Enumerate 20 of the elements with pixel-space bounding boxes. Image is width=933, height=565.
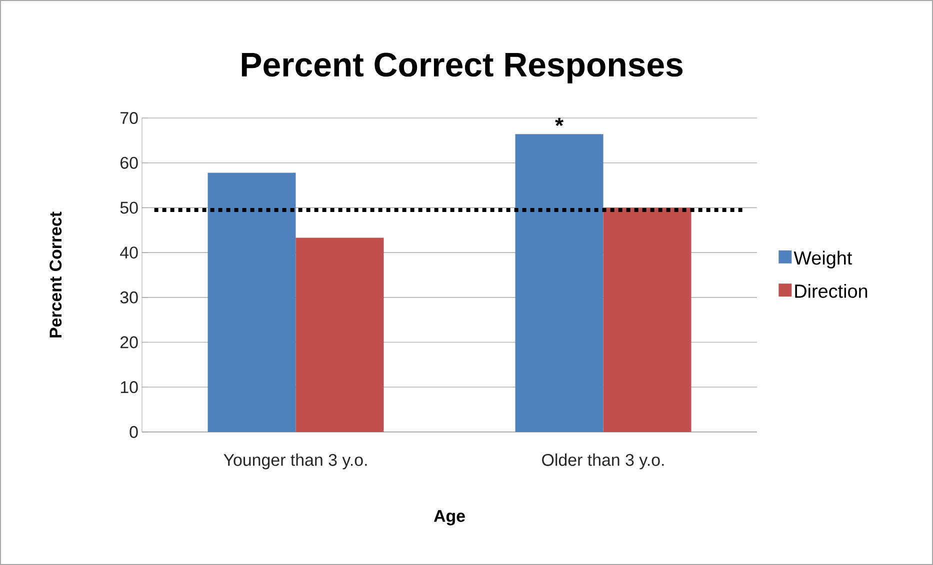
y-tick-label: 0	[130, 426, 138, 438]
x-axis-title: Age	[434, 510, 465, 526]
bar	[296, 238, 384, 432]
x-tick-label: Older than 3 y.o.	[542, 454, 664, 470]
legend-label: Direction	[795, 284, 868, 298]
y-axis-title: Percent Correct	[50, 212, 62, 338]
y-tick-label: 70	[120, 112, 138, 124]
bar	[208, 172, 296, 432]
bar	[515, 134, 604, 432]
legend-label: Weight	[794, 250, 852, 268]
y-tick-label: 20	[120, 336, 138, 348]
y-tick-label: 30	[120, 291, 138, 304]
bar	[603, 208, 692, 432]
y-tick-label: 10	[120, 381, 138, 394]
y-tick-label: 40	[120, 246, 138, 259]
annotation: *	[555, 118, 564, 126]
chart-title: Percent Correct Responses	[242, 52, 682, 84]
y-tick-label: 60	[120, 156, 138, 169]
x-tick-label: Younger than 3 y.o.	[224, 454, 367, 470]
y-tick-label: 50	[120, 202, 138, 214]
